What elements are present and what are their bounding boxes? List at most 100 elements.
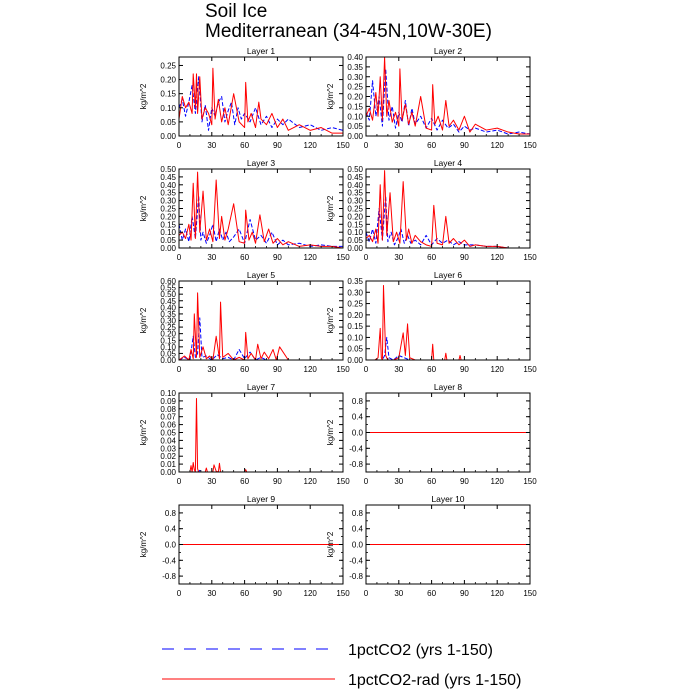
y-tick-label: 0.05 <box>347 122 363 131</box>
panel-title: Layer 5 <box>247 270 276 280</box>
legend: 1pctCO2 (yrs 1-150) 1pctCO2-rad (yrs 1-15… <box>162 642 521 689</box>
y-tick-label: 0.30 <box>160 197 176 206</box>
plot-frame <box>178 56 344 137</box>
y-tick-label: 0.00 <box>347 356 363 365</box>
x-tick-label: 90 <box>273 253 282 262</box>
x-tick-label: 60 <box>427 141 436 150</box>
x-tick-label: 0 <box>177 477 182 486</box>
y-axis-label: kg/m^2 <box>139 83 148 109</box>
y-tick-label: 0.35 <box>347 277 363 286</box>
series-line-1pctco2 <box>366 336 530 360</box>
y-tick-label: 0.0 <box>165 541 177 550</box>
y-tick-label: 0.0 <box>352 429 364 438</box>
x-tick-label: 150 <box>523 589 537 598</box>
y-tick-label: -0.4 <box>162 556 176 565</box>
y-tick-label: 0.20 <box>347 311 363 320</box>
x-tick-label: 120 <box>304 589 318 598</box>
y-tick-label: 0.08 <box>160 405 176 414</box>
series-line-1pctco2-rad <box>366 170 530 248</box>
y-tick-label: 0.25 <box>347 205 363 214</box>
x-tick-label: 0 <box>364 477 369 486</box>
y-tick-label: 0.40 <box>347 181 363 190</box>
series-group <box>366 285 530 360</box>
x-tick-label: 150 <box>523 141 537 150</box>
x-tick-label: 120 <box>304 141 318 150</box>
panel-title: Layer 4 <box>434 158 463 168</box>
y-tick-label: -0.8 <box>349 460 363 469</box>
plot-frame <box>178 392 344 473</box>
x-tick-label: 60 <box>427 365 436 374</box>
y-tick-label: 0.05 <box>347 345 363 354</box>
y-axis-label: kg/m^2 <box>139 419 148 445</box>
series-line-1pctco2 <box>366 68 530 135</box>
panel-2: Layer 2kg/m^20 30 60 90 120 1500.000.050.100.… <box>326 46 537 150</box>
panel-8: Layer 8 kg/m^2 0 30 60 90 120 150 -0.8 -0.4 0.0 0.4… <box>326 382 537 486</box>
y-tick-label: 0.15 <box>160 220 176 229</box>
y-tick-label: 0.4 <box>352 525 364 534</box>
y-tick-label: 0.09 <box>160 397 176 406</box>
y-tick-label: 0.15 <box>347 322 363 331</box>
x-tick-label: 30 <box>207 365 216 374</box>
x-tick-label: 150 <box>523 477 537 486</box>
series-line-1pctco2 <box>179 317 343 360</box>
y-tick-label: 0.15 <box>347 220 363 229</box>
figure-subtitle: Mediterranean (34-45N,10W-30E) <box>205 21 492 42</box>
y-tick-label: 0.04 <box>160 436 176 445</box>
x-tick-label: 0 <box>364 365 369 374</box>
x-tick-label: 120 <box>491 253 505 262</box>
x-tick-label: 120 <box>304 253 318 262</box>
x-tick-label: 60 <box>427 477 436 486</box>
y-tick-label: 0.00 <box>160 356 176 365</box>
y-tick-label: 0.20 <box>160 212 176 221</box>
y-tick-label: -0.8 <box>162 572 176 581</box>
x-tick-label: 150 <box>336 253 350 262</box>
y-tick-label: 0.10 <box>160 228 176 237</box>
y-axis-label: kg/m^2 <box>326 195 335 221</box>
y-tick-label: 0.35 <box>160 189 176 198</box>
y-tick-label: 0.20 <box>347 212 363 221</box>
y-tick-label: 0.25 <box>160 323 176 332</box>
x-tick-label: 90 <box>460 365 469 374</box>
x-tick-label: 150 <box>523 365 537 374</box>
x-tick-label: 30 <box>394 589 403 598</box>
x-tick-label: 90 <box>273 141 282 150</box>
x-tick-label: 120 <box>491 477 505 486</box>
x-tick-label: 0 <box>177 365 182 374</box>
x-tick-label: 0 <box>364 253 369 262</box>
y-tick-label: 0.60 <box>160 277 176 286</box>
x-tick-label: 120 <box>491 365 505 374</box>
y-tick-label: 0.20 <box>347 93 363 102</box>
y-tick-label: 0.55 <box>160 284 176 293</box>
panel-5: Layer 5kg/m^20 30 60 90 120 1500.000.050.100.… <box>139 270 350 374</box>
y-tick-label: 0.05 <box>347 236 363 245</box>
y-tick-label: 0.05 <box>160 429 176 438</box>
series-line-1pctco2-rad <box>179 67 343 134</box>
x-tick-label: 0 <box>364 141 369 150</box>
panel-7: Layer 7kg/m^20 30 60 90 120 1500.000.010.020.… <box>139 382 350 486</box>
x-tick-label: 0 <box>364 589 369 598</box>
series-group <box>366 57 530 135</box>
y-tick-label: 0.40 <box>160 181 176 190</box>
y-tick-label: 0.20 <box>160 76 176 85</box>
series-group <box>179 67 343 134</box>
x-tick-label: 150 <box>336 141 350 150</box>
y-tick-label: 0.45 <box>160 297 176 306</box>
x-tick-label: 30 <box>394 365 403 374</box>
y-tick-label: 0.0 <box>352 541 364 550</box>
y-tick-label: 0.00 <box>347 244 363 253</box>
x-tick-label: 30 <box>394 253 403 262</box>
y-tick-label: 0.35 <box>347 63 363 72</box>
y-tick-label: 0.50 <box>347 165 363 174</box>
y-tick-label: 0.10 <box>347 333 363 342</box>
y-tick-label: 0.25 <box>160 61 176 70</box>
x-tick-label: 60 <box>240 365 249 374</box>
x-tick-label: 150 <box>523 253 537 262</box>
panel-title: Layer 9 <box>247 494 276 504</box>
panel-10: Layer 10 kg/m^2 0 30 60 90 120 150 -0.8 -0.4 0.0 0.… <box>326 494 537 598</box>
series-line-1pctco2-rad <box>179 292 343 360</box>
x-tick-label: 120 <box>304 477 318 486</box>
y-axis-label: kg/m^2 <box>139 531 148 557</box>
y-tick-label: 0.45 <box>160 173 176 182</box>
x-tick-label: 150 <box>336 589 350 598</box>
